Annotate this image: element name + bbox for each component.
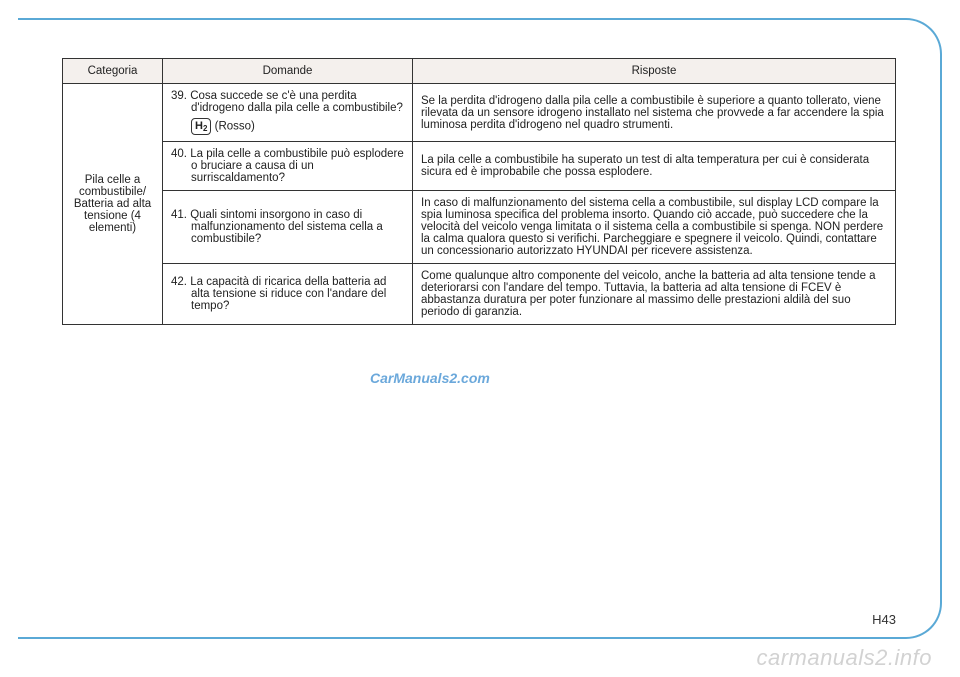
watermark-bottom: carmanuals2.info: [756, 645, 932, 671]
faq-table: Categoria Domande Risposte Pila celle a …: [62, 58, 896, 325]
table-header-row: Categoria Domande Risposte: [63, 59, 896, 84]
q-num: 40.: [171, 148, 187, 160]
q-num: 41.: [171, 209, 187, 221]
icon-label: (Rosso): [215, 121, 255, 133]
table-row: Pila celle a combustibile/ Batteria ad a…: [63, 84, 896, 142]
q-text: Cosa succede se c'è una perdita d'idroge…: [190, 90, 403, 114]
answer-cell: Se la perdita d'idrogeno dalla pila cell…: [413, 84, 896, 142]
q-text: La pila celle a combustibile può esplode…: [190, 148, 404, 184]
question-cell: 40. La pila celle a combustibile può esp…: [163, 142, 413, 191]
hydrogen-icon: H2: [191, 118, 211, 135]
question-cell: 42. La capacità di ricarica della batter…: [163, 264, 413, 325]
table-row: 40. La pila celle a combustibile può esp…: [63, 142, 896, 191]
answer-cell: Come qualunque altro componente del veic…: [413, 264, 896, 325]
question-cell: 41. Quali sintomi insorgono in caso di m…: [163, 191, 413, 264]
question-cell: 39. Cosa succede se c'è una perdita d'id…: [163, 84, 413, 142]
q-text: La capacità di ricarica della batteria a…: [190, 276, 386, 312]
page-number: H43: [872, 612, 896, 627]
answer-cell: In caso di malfunzionamento del sistema …: [413, 191, 896, 264]
q-text: Quali sintomi insorgono in caso di malfu…: [190, 209, 383, 245]
answer-cell: La pila celle a combustibile ha superato…: [413, 142, 896, 191]
col-header-categoria: Categoria: [63, 59, 163, 84]
table-row: 41. Quali sintomi insorgono in caso di m…: [63, 191, 896, 264]
col-header-domande: Domande: [163, 59, 413, 84]
table-row: 42. La capacità di ricarica della batter…: [63, 264, 896, 325]
q-num: 42.: [171, 276, 187, 288]
col-header-risposte: Risposte: [413, 59, 896, 84]
category-cell: Pila celle a combustibile/ Batteria ad a…: [63, 84, 163, 325]
q-num: 39.: [171, 90, 187, 102]
page-frame: Categoria Domande Risposte Pila celle a …: [18, 18, 942, 639]
